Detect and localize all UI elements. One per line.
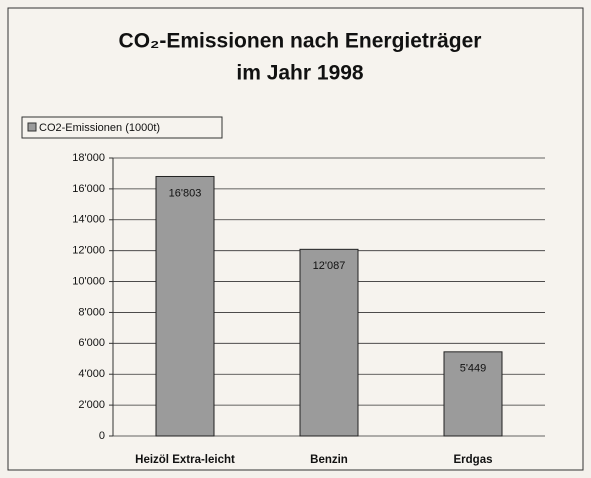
y-tick-label: 8'000 (78, 306, 105, 318)
value-label: 16'803 (169, 187, 202, 199)
legend-box (21, 116, 223, 139)
y-tick-label: 16'000 (72, 183, 105, 195)
y-tick-label: 12'000 (72, 245, 105, 257)
value-label: 12'087 (313, 260, 346, 272)
y-tick-label: 4'000 (78, 368, 105, 380)
value-label: 5'449 (460, 363, 487, 375)
x-tick-label: Heizöl Extra-leicht (135, 454, 235, 466)
y-tick-label: 6'000 (78, 337, 105, 349)
bar (443, 351, 503, 437)
legend-swatch (27, 122, 37, 132)
chart-title: CO₂-Emissionen nach Energieträger (119, 30, 482, 53)
x-tick-label: Erdgas (454, 454, 493, 466)
bar (155, 175, 215, 437)
y-tick-label: 14'000 (72, 214, 105, 226)
y-tick-label: 2'000 (78, 399, 105, 411)
chart-title: im Jahr 1998 (236, 62, 364, 85)
legend-label: CO2-Emissionen (1000t) (39, 122, 160, 134)
bar (299, 248, 359, 437)
y-tick-label: 10'000 (72, 275, 105, 287)
y-tick-label: 0 (99, 430, 105, 442)
y-tick-label: 18'000 (72, 152, 105, 164)
x-tick-label: Benzin (310, 454, 348, 466)
